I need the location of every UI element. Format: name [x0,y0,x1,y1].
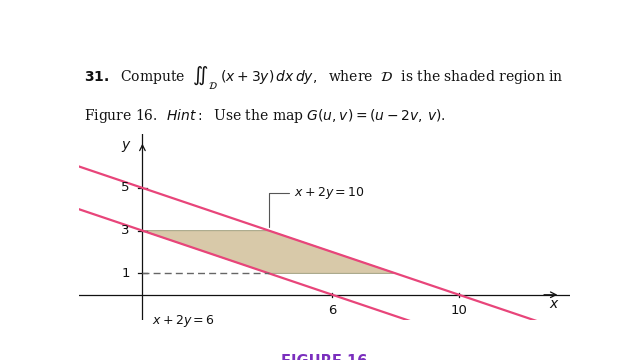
Text: $x + 2y = 10$: $x + 2y = 10$ [269,185,365,227]
Text: FIGURE 16: FIGURE 16 [281,354,368,360]
Text: $\mathbf{31.}$  Compute  $\iint_{\mathcal{D}}$ $(x + 3y)\,dx\,dy,$  where  $\mat: $\mathbf{31.}$ Compute $\iint_{\mathcal{… [84,64,563,91]
Text: 3: 3 [122,224,130,237]
Polygon shape [142,231,396,273]
Text: 1: 1 [122,267,130,280]
Text: y: y [121,138,129,152]
Text: 10: 10 [451,304,467,318]
Text: $x + 2y = 6$: $x + 2y = 6$ [152,313,215,329]
Text: Figure 16.  $\mathit{Hint:}$  Use the map $G(u,v) = (u - 2v,\, v).$: Figure 16. $\mathit{Hint:}$ Use the map … [84,107,446,125]
Text: 6: 6 [328,304,337,318]
Text: x: x [549,297,558,311]
Text: 5: 5 [122,181,130,194]
